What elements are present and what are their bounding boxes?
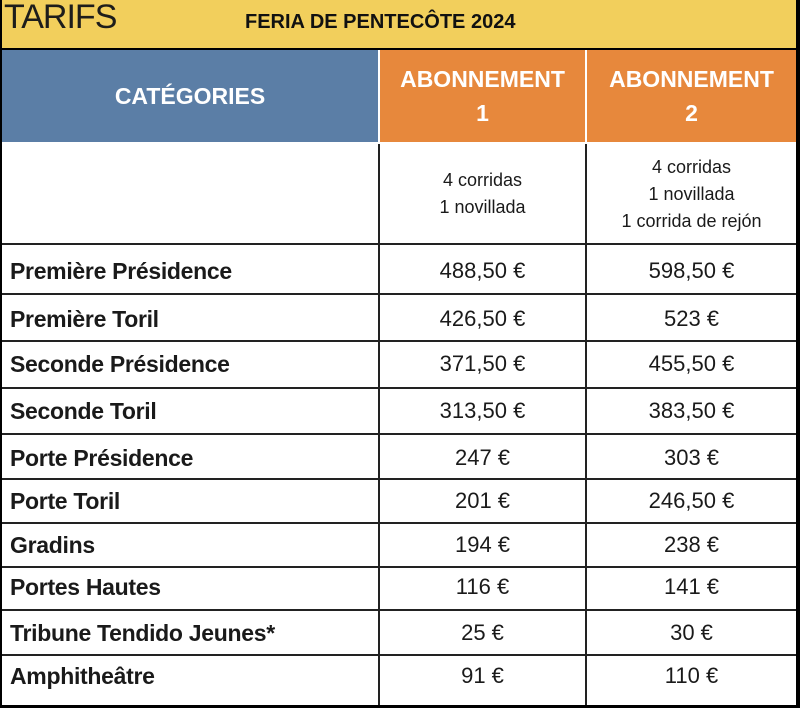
row-price-2: 598,50 € [648,258,735,283]
row-divider [2,340,796,342]
row-price-1: 116 € [455,574,510,599]
row-category: Porte Toril [10,487,121,514]
row-divider [2,609,796,611]
row-price-2: 455,50 € [648,351,735,376]
row-price-1: 201 € [454,488,511,513]
row-price-1: 488,50 € [439,258,526,283]
row-divider [2,293,796,295]
abonnement-2-desc-line: 1 novillada [648,183,735,204]
row-category: Première Présidence [10,257,232,284]
row-category: Seconde Toril [10,397,157,424]
categories-header-label: CATÉGORIES [114,82,266,109]
row-price-1: 426,50 € [439,306,526,331]
abonnement-1-label: ABONNEMENT [400,66,565,92]
abonnement-2-label: ABONNEMENT [609,66,774,92]
row-price-2: 383,50 € [648,398,735,423]
row-category: Seconde Présidence [10,350,230,377]
row-price-2: 238 € [663,532,720,557]
table-row: Porte Présidence 247 € 303 € [2,436,796,480]
categories-header: CATÉGORIES [2,50,378,142]
row-price-1: 313,50 € [439,398,526,423]
abonnement-1-header: ABONNEMENT 1 [380,50,585,142]
row-price-2: 523 € [663,306,720,331]
row-divider [2,654,796,656]
row-price-2: 110 € [664,663,719,688]
price-table: CATÉGORIES ABONNEMENT 1 ABONNEMENT 2 4 c… [2,50,796,705]
row-price-2: 246,50 € [648,488,735,513]
table-row: Portes Hautes 116 € 141 € [2,565,796,609]
abonnement-2-number: 2 [685,100,698,126]
abonnement-1-desc-line: 4 corridas [442,170,523,190]
title-bar: TARIFS FERIA DE PENTECÔTE 2024 [2,0,796,48]
row-price-1: 25 € [461,620,504,645]
row-divider [2,243,796,245]
row-divider [2,387,796,389]
row-category: Porte Présidence [10,444,194,471]
table-row: Première Toril 426,50 € 523 € [2,297,796,341]
row-category: Portes Hautes [10,573,161,600]
row-price-1: 91 € [461,663,504,688]
row-category: Tribune Tendido Jeunes* [10,619,275,646]
page-title: TARIFS [4,0,117,36]
table-row: Gradins 194 € 238 € [2,523,796,567]
event-title: FERIA DE PENTECÔTE 2024 [245,11,516,33]
row-price-1: 371,50 € [439,351,526,376]
row-divider [2,433,796,435]
row-category: Gradins [10,531,95,558]
abonnement-1-number: 1 [476,100,489,126]
abonnement-2-desc-line: 4 corridas [651,156,732,177]
row-category: Première Toril [10,305,159,332]
table-row: Seconde Présidence 371,50 € 455,50 € [2,342,796,386]
row-price-1: 247 € [454,445,511,470]
table-row: Porte Toril 201 € 246,50 € [2,479,796,523]
table-row: Tribune Tendido Jeunes* 25 € 30 € [2,611,796,655]
abonnement-1-description: 4 corridas 1 novillada [380,144,585,244]
abonnement-1-desc-line: 1 novillada [439,197,526,217]
table-row: Seconde Toril 313,50 € 383,50 € [2,389,796,433]
row-category: Amphitheâtre [10,662,155,689]
abonnement-2-description: 4 corridas 1 novillada 1 corrida de rejó… [587,144,796,244]
column-divider [585,144,587,705]
table-row: Première Présidence 488,50 € 598,50 € [2,249,796,293]
row-price-1: 194 € [454,532,511,557]
abonnement-2-desc-line: 1 corrida de rejón [621,210,762,231]
row-price-2: 141 € [663,574,720,599]
row-divider [2,522,796,524]
row-divider [2,478,796,480]
abonnement-2-header: ABONNEMENT 2 [587,50,796,142]
table-row: Amphitheâtre 91 € 110 € [2,654,796,698]
row-price-2: 303 € [663,445,720,470]
column-divider [378,144,380,705]
row-divider [2,566,796,568]
row-price-2: 30 € [670,620,713,645]
